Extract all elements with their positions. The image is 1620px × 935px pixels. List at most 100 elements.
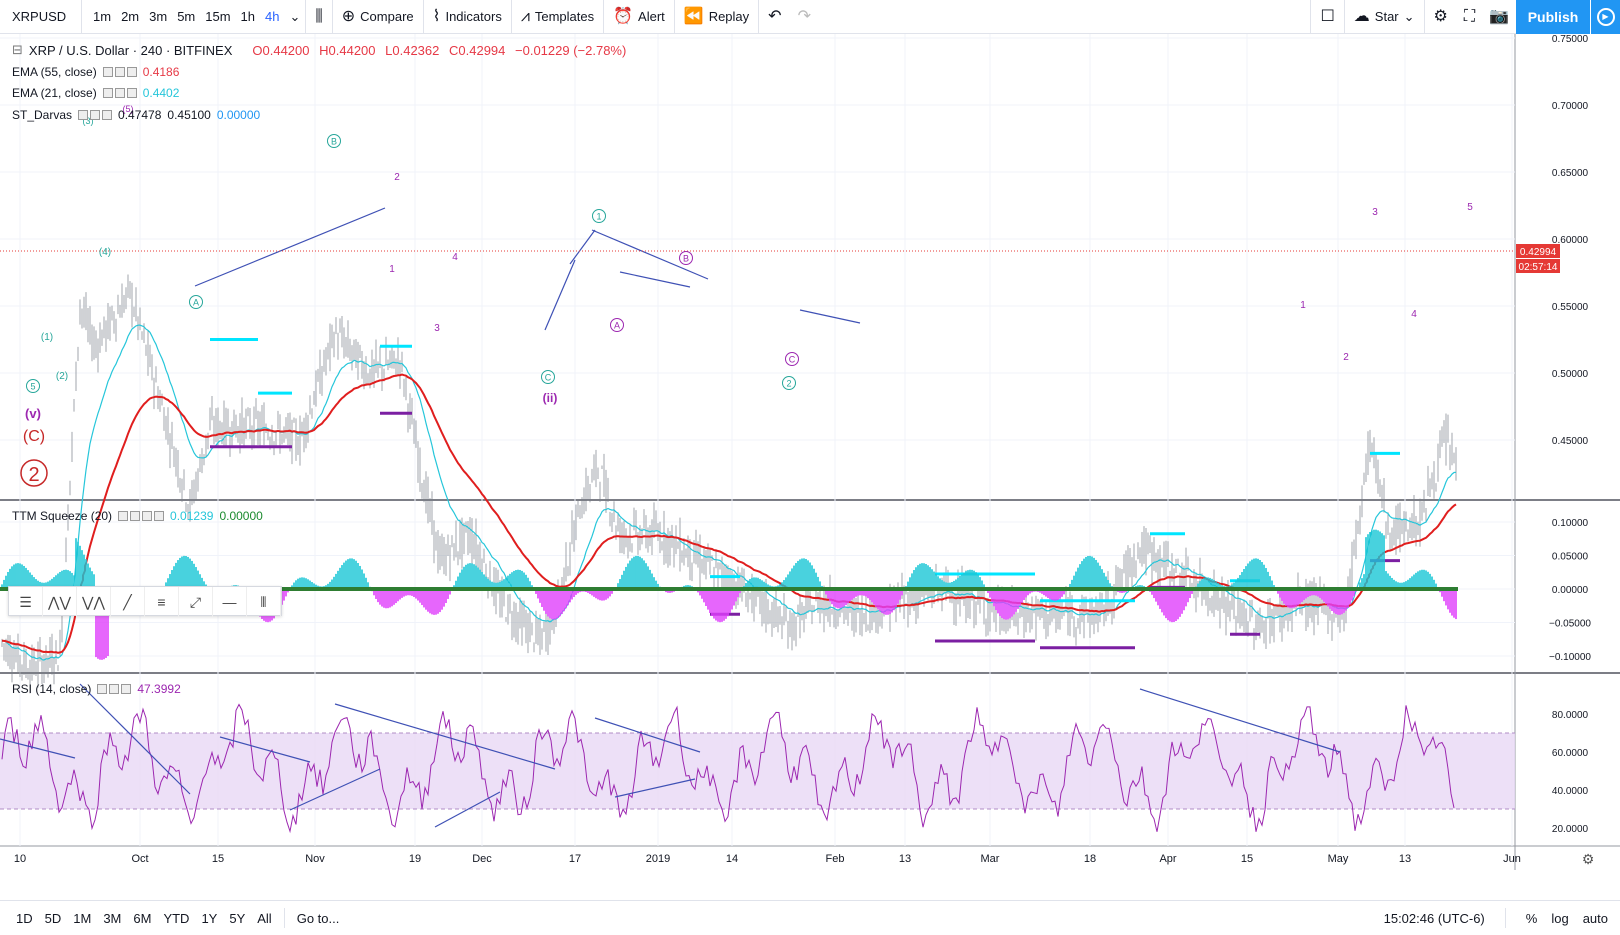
rsi-name: RSI (14, close)	[12, 682, 92, 696]
time-tick-label: 17	[569, 853, 581, 865]
interval-15m[interactable]: 15m	[205, 8, 231, 24]
time-tick-label: 18	[1084, 853, 1096, 865]
play-button[interactable]: ▶	[1590, 0, 1620, 34]
wave-4: 4	[452, 252, 458, 263]
wave-paren-3: (3)	[83, 116, 94, 126]
range-all[interactable]: All	[257, 910, 272, 926]
divider	[283, 908, 285, 928]
goto-button[interactable]: Go to...	[296, 910, 340, 926]
long-position-icon[interactable]: ⫴	[247, 587, 281, 617]
darvas-controls[interactable]	[78, 110, 113, 120]
rsi-controls[interactable]	[97, 684, 132, 694]
trendline	[591, 229, 709, 280]
compare-button[interactable]: ⊕ Compare	[331, 0, 423, 34]
interval-1m[interactable]: 1m	[93, 8, 112, 24]
range-5y[interactable]: 5Y	[229, 910, 246, 926]
snapshot-button[interactable]: 📷	[1482, 0, 1516, 34]
collapse-icon[interactable]: ⊟	[12, 42, 23, 57]
parallel-channel-icon[interactable]: ≡	[145, 587, 179, 617]
range-1y[interactable]: 1Y	[201, 910, 218, 926]
clock[interactable]: 15:02:46 (UTC-6)	[1383, 910, 1485, 926]
redo-button[interactable]: ↷	[791, 0, 818, 34]
interval-1h[interactable]: 1h	[240, 8, 256, 24]
ema21-controls[interactable]	[102, 88, 137, 98]
ohlc-values: O0.44200 H0.44200 L0.42362 C0.42994 −0.0…	[252, 43, 626, 58]
percent-toggle[interactable]: %	[1525, 910, 1538, 926]
wave-3-may: 3	[1372, 207, 1378, 218]
ray-icon[interactable]: ⤢	[179, 587, 213, 617]
undo-button[interactable]: ↶	[758, 0, 790, 34]
rsi-trendline	[1139, 688, 1341, 753]
star-label: Star	[1374, 9, 1399, 24]
range-ytd[interactable]: YTD	[163, 910, 190, 926]
chart-type-button[interactable]: ⫼	[305, 0, 331, 34]
ema21-name: EMA (21, close)	[12, 86, 97, 100]
play-icon: ▶	[1596, 7, 1615, 26]
fullscreen-icon: ⛶	[1463, 7, 1476, 25]
horizontal-line-icon[interactable]: —	[213, 587, 247, 617]
ttm-legend[interactable]: TTM Squeeze (20) 0.01239 0.00000	[12, 509, 263, 523]
interval-2m[interactable]: 2m	[121, 8, 140, 24]
trendline	[194, 207, 386, 287]
wave-circled-2-circle	[782, 376, 796, 390]
elliott-impulse-icon[interactable]: ⋀⋁	[43, 587, 77, 617]
ema55-legend[interactable]: EMA (55, close) 0.4186	[12, 65, 179, 79]
ema21-legend[interactable]: EMA (21, close) 0.4402	[12, 86, 179, 100]
rsi-legend[interactable]: RSI (14, close) 47.3992	[12, 682, 181, 696]
fullscreen-button[interactable]: ⛶	[1457, 0, 1482, 34]
wave-C: (C)	[23, 428, 45, 445]
top-toolbar: XRPUSD 1m 2m 3m 5m 15m 1h 4h ⌄ ⫼ ⊕ Compar…	[0, 0, 1620, 34]
wave-circled-5: 5	[30, 382, 35, 392]
settings-button[interactable]: ⚙	[1423, 0, 1457, 34]
plus-circle-icon: ⊕	[341, 7, 356, 25]
close-value: C0.42994	[449, 42, 506, 58]
publish-button[interactable]: Publish	[1516, 0, 1590, 34]
wave-4-may: 4	[1411, 309, 1417, 320]
interval-3m[interactable]: 3m	[149, 8, 168, 24]
layout-button[interactable]: ☐	[1310, 0, 1343, 34]
wave-circled-B-circle	[327, 134, 341, 148]
price-tick-label: 0.70000	[1552, 101, 1589, 112]
price-tick-label: 0.50000	[1552, 369, 1589, 380]
lines-tool-icon[interactable]: ☰	[9, 587, 43, 617]
trendline	[544, 259, 576, 331]
chart-canvas[interactable]: 0.75000 0.70000 0.65000 0.60000 0.55000 0.500…	[0, 34, 1620, 900]
trendline-icon[interactable]: ╱	[111, 587, 145, 617]
wave-circled-B: B	[331, 137, 337, 147]
darvas-legend[interactable]: ST_Darvas 0.47478 0.45100 0.00000	[12, 108, 260, 122]
range-1m[interactable]: 1M	[73, 910, 92, 926]
symbol-search[interactable]: XRPUSD	[0, 0, 82, 34]
ttm-tick-label: −0.10000	[1549, 652, 1591, 663]
interval-dropdown-icon[interactable]: ⌄	[289, 8, 301, 24]
ema55-controls[interactable]	[102, 67, 137, 77]
chart-area[interactable]: 0.75000 0.70000 0.65000 0.60000 0.55000 0.500…	[0, 34, 1620, 870]
ttm-value-1: 0.01239	[170, 509, 214, 523]
star-button[interactable]: ☁ Star ⌄	[1343, 0, 1424, 34]
time-tick-label: 2019	[646, 853, 670, 865]
log-toggle[interactable]: log	[1551, 910, 1569, 926]
auto-toggle[interactable]: auto	[1582, 910, 1608, 926]
alert-button[interactable]: ⏰ Alert	[603, 0, 674, 34]
current-price-tag	[1516, 244, 1560, 258]
range-5d[interactable]: 5D	[44, 910, 62, 926]
interval-group: 1m 2m 3m 5m 15m 1h 4h ⌄	[82, 0, 305, 34]
wave-circled-2: 2	[786, 379, 791, 389]
interval-4h[interactable]: 4h	[265, 8, 280, 24]
ttm-tick-label: −0.05000	[1549, 619, 1591, 630]
interval-5m[interactable]: 5m	[177, 8, 196, 24]
range-1d[interactable]: 1D	[16, 910, 33, 926]
time-tick-label: 19	[409, 853, 421, 865]
range-3m[interactable]: 3M	[103, 910, 122, 926]
indicators-button[interactable]: ⌇ Indicators	[422, 0, 511, 34]
wave-2-may: 2	[1343, 352, 1349, 363]
templates-button[interactable]: ⩘ Templates	[510, 0, 603, 34]
replay-button[interactable]: ⏪ Replay	[673, 0, 758, 34]
price-tick-label: 0.60000	[1552, 235, 1589, 246]
ttm-controls[interactable]	[118, 511, 165, 521]
range-6m[interactable]: 6M	[133, 910, 152, 926]
rsi-tick-label: 80.0000	[1552, 710, 1589, 721]
wave-circled-C: C	[545, 373, 552, 383]
darvas-name: ST_Darvas	[12, 108, 73, 122]
elliott-correction-icon[interactable]: ⋁⋀	[77, 587, 111, 617]
wave-circled-1: 1	[596, 212, 601, 222]
